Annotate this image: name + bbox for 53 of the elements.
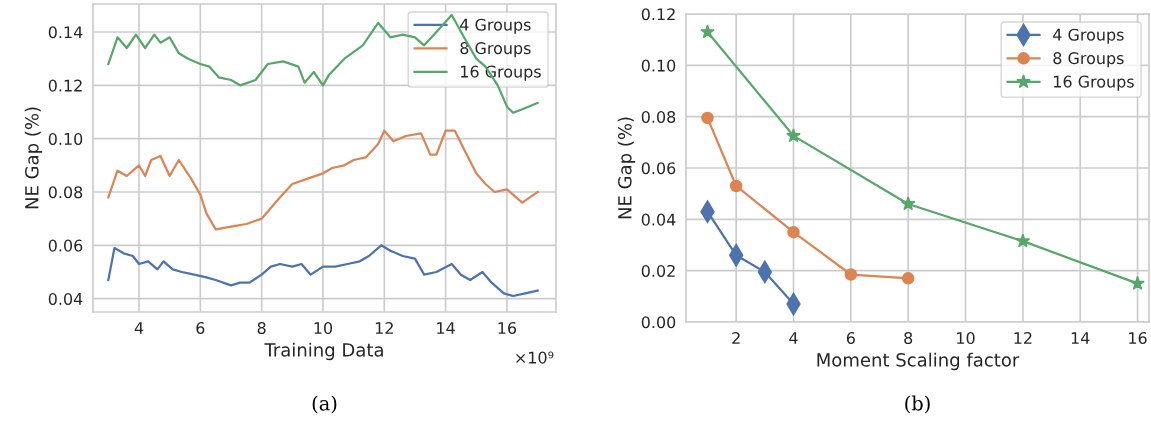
x-tick-label: 8 [904, 332, 913, 345]
y-tick-label: 0.10 [48, 132, 83, 145]
x-tick-label: 14 [437, 322, 455, 334]
legend-label: 4 Groups [460, 18, 531, 34]
legend-label: 8 Groups [460, 42, 531, 58]
point [901, 272, 915, 285]
y-tick-label: 0.10 [641, 59, 676, 72]
y-tick-label: 0.14 [48, 26, 83, 39]
x-tick-label: 6 [846, 332, 855, 345]
text: (b) [905, 395, 930, 414]
y-tick-label: 0.04 [48, 292, 83, 305]
point [1130, 275, 1145, 290]
point [729, 179, 743, 193]
point [787, 225, 800, 239]
point [844, 268, 858, 281]
y-tick-label: 0.06 [641, 162, 676, 175]
x-tick-label: 12 [375, 322, 393, 334]
x-tick-label: 12 [1014, 332, 1032, 344]
text: ×10⁹ [516, 351, 554, 364]
point [700, 24, 715, 39]
y-axis-title: NE Gap (%) [24, 107, 43, 209]
line-series [107, 129, 539, 231]
point [701, 111, 714, 125]
y-tick-label: 0.04 [641, 213, 676, 226]
y-tick-label: 0.06 [48, 239, 83, 252]
legend-label: 4 Groups [1053, 28, 1124, 44]
line-series [107, 244, 539, 298]
y-tick-label: 0.02 [641, 264, 675, 277]
x-axis-title: Training Data [264, 342, 383, 361]
x-tick-label: 6 [196, 322, 205, 335]
legend-label: 8 Groups [1053, 52, 1124, 68]
x-tick-label: 16 [1129, 332, 1147, 345]
x-tick-label: 8 [257, 322, 266, 335]
x-tick-label: 14 [1071, 332, 1090, 344]
y-tick-label: 0.12 [48, 79, 82, 92]
point [900, 196, 916, 211]
line-series [107, 13, 539, 114]
legend-label: 16 Groups [1054, 75, 1134, 91]
point [786, 128, 801, 143]
y-tick-label: 0.00 [641, 316, 676, 329]
y-axis-title: NE Gap (%) [617, 117, 636, 219]
x-tick-label: 2 [732, 332, 740, 344]
y-tick-label: 0.08 [48, 186, 83, 199]
x-tick-label: 10 [314, 322, 333, 335]
x-tick-label: 4 [134, 322, 144, 334]
point [1015, 233, 1031, 248]
text: (a) [312, 395, 337, 414]
x-tick-label: 16 [498, 322, 517, 335]
y-tick-label: 0.08 [641, 110, 676, 123]
x-tick-label: 4 [789, 332, 798, 344]
x-tick-label: 10 [957, 332, 975, 345]
x-axis-title: Moment Scaling factor [817, 352, 1020, 371]
y-tick-label: 0.12 [641, 8, 675, 21]
